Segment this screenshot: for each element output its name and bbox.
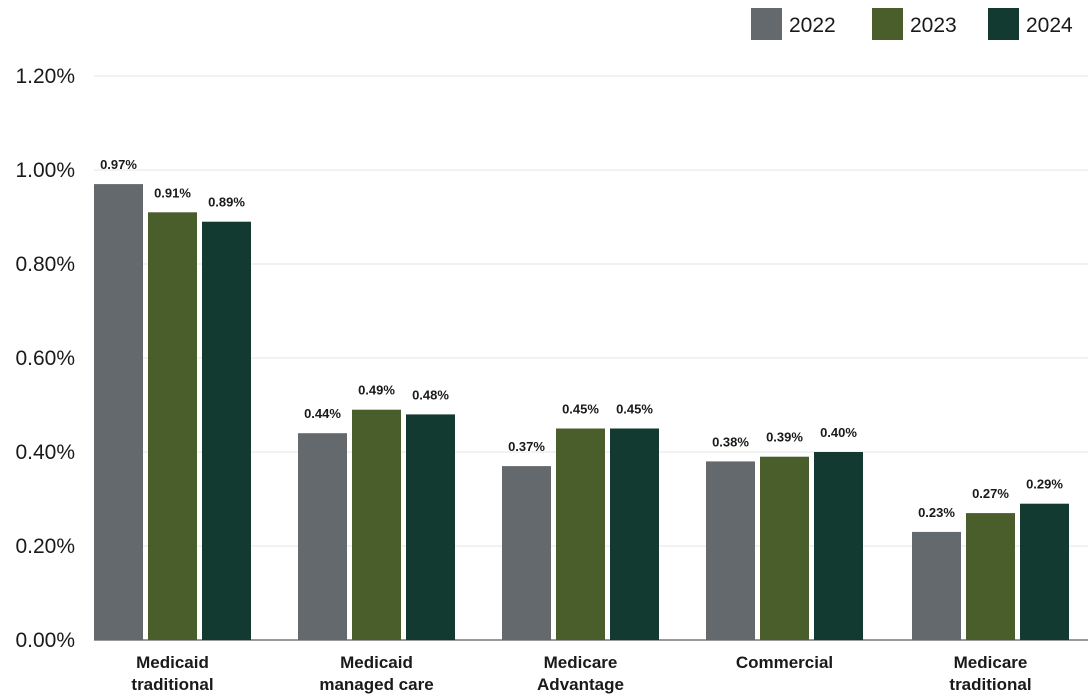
category-label: Medicare [954, 653, 1028, 672]
bar [706, 461, 755, 640]
y-tick-label: 0.80% [15, 253, 75, 276]
bar [298, 433, 347, 640]
data-label: 0.44% [304, 406, 341, 421]
data-label: 0.29% [1026, 477, 1063, 492]
legend-item: 2023 [872, 8, 957, 40]
bar [556, 428, 605, 640]
category-label: Medicaid [340, 653, 413, 672]
bar [148, 212, 197, 641]
data-label: 0.38% [712, 434, 749, 449]
y-axis-ticks: 0.00% 0.20% 0.40% 0.60% 0.80% 1.00% 1.20% [15, 65, 75, 652]
data-label: 0.48% [412, 387, 449, 402]
legend-swatch [751, 8, 782, 40]
bar [760, 456, 809, 640]
legend-swatch [872, 8, 903, 40]
bar [352, 409, 401, 640]
y-tick-label: 1.20% [15, 65, 75, 88]
bar [966, 513, 1015, 640]
legend-label: 2024 [1026, 14, 1073, 37]
legend-label: 2023 [910, 14, 957, 37]
data-label: 0.45% [616, 402, 653, 417]
category-label: managed care [319, 675, 433, 694]
legend-item: 2024 [988, 8, 1073, 40]
data-label: 0.89% [208, 195, 245, 210]
bar [610, 428, 659, 640]
legend-swatch [988, 8, 1019, 40]
category-label: traditional [131, 675, 213, 694]
y-tick-label: 1.00% [15, 159, 75, 182]
category-label: Medicare [544, 653, 618, 672]
data-label: 0.39% [766, 430, 803, 445]
bars [94, 184, 1069, 641]
bar [202, 221, 251, 640]
category-label: traditional [949, 675, 1031, 694]
bar [406, 414, 455, 640]
bar [1020, 503, 1069, 640]
data-label: 0.91% [154, 185, 191, 200]
bar [912, 531, 961, 640]
bar [502, 466, 551, 640]
data-label: 0.97% [100, 157, 137, 172]
data-label: 0.23% [918, 505, 955, 520]
category-label: Commercial [736, 653, 833, 672]
bar [814, 452, 863, 640]
legend-item: 2022 [751, 8, 836, 40]
x-axis-categories: Medicaid traditional Medicaid managed care M… [131, 653, 1031, 694]
data-label: 0.49% [358, 383, 395, 398]
data-label: 0.45% [562, 402, 599, 417]
data-label: 0.37% [508, 439, 545, 454]
y-tick-label: 0.00% [15, 629, 75, 652]
category-label: Advantage [537, 675, 624, 694]
legend-label: 2022 [789, 14, 836, 37]
gridlines [94, 75, 1088, 641]
y-tick-label: 0.40% [15, 441, 75, 464]
y-tick-label: 0.20% [15, 535, 75, 558]
bar [94, 184, 143, 640]
value-labels: 0.97% 0.91% 0.89% 0.44% 0.49% 0.48% 0.37% 0.45%… [100, 157, 1063, 520]
category-label: Medicaid [136, 653, 209, 672]
y-tick-label: 0.60% [15, 347, 75, 370]
data-label: 0.27% [972, 486, 1009, 501]
data-label: 0.40% [820, 425, 857, 440]
legend: 2022 2023 2024 [751, 8, 1073, 40]
